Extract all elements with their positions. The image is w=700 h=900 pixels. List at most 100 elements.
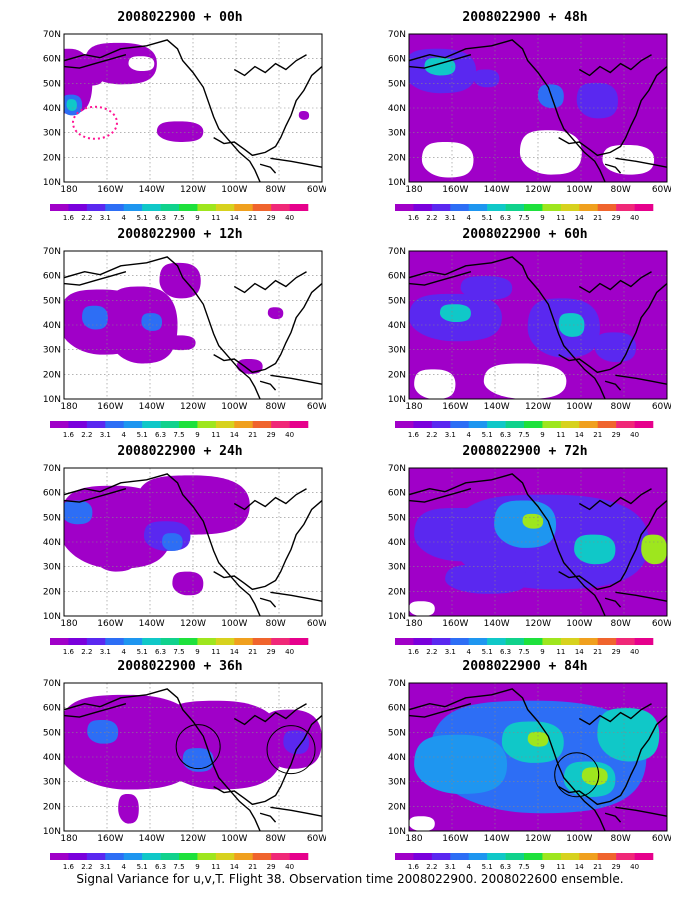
- variance-contour: [409, 601, 435, 616]
- latitude-label: 10N: [43, 612, 61, 622]
- colorbar-label: 14: [575, 863, 584, 871]
- longitude-label: 180: [405, 619, 422, 626]
- coastline: [64, 39, 261, 182]
- colorbar-label: 14: [575, 431, 584, 439]
- latitude-label: 30N: [43, 778, 61, 788]
- colorbar-label: 9: [540, 431, 544, 439]
- colorbar: 1.6 2.2 3.1 4 5.1 6.3 7.5 9 11 14 21 29 40: [50, 638, 309, 656]
- variance-contour: [597, 708, 660, 762]
- variance-contour: [128, 56, 155, 71]
- colorbar-swatch: [560, 853, 580, 860]
- colorbar-swatch: [579, 204, 599, 211]
- coastline: [615, 157, 667, 168]
- longitude-label: 160W: [442, 185, 468, 192]
- colorbar-label: 4: [466, 648, 471, 656]
- colorbar-swatch: [197, 204, 217, 211]
- variance-field: [409, 468, 667, 616]
- longitude-label: 160W: [97, 185, 123, 192]
- variance-field: [64, 251, 322, 399]
- colorbar-swatch: [597, 421, 617, 428]
- latitude-label: 60N: [43, 272, 61, 282]
- colorbar-label: 21: [248, 863, 257, 871]
- panel-24h: 2008022900 + 24h 70N 60N 50N 40N 30N 20N 10N 18…: [10, 442, 350, 658]
- colorbar-swatch: [579, 638, 599, 645]
- variance-contour: [409, 816, 435, 831]
- coastline: [270, 374, 322, 385]
- colorbar-label: 9: [195, 431, 199, 439]
- latitude-label: 30N: [43, 346, 61, 356]
- colorbar-swatch: [413, 204, 433, 211]
- coastline: [578, 488, 652, 511]
- panel-84h: 2008022900 + 84h 70N 60N 50N 40N 30N 20N 10N 18…: [355, 657, 695, 873]
- colorbar-swatch: [542, 421, 562, 428]
- coastline: [64, 688, 261, 831]
- coastline: [558, 283, 667, 374]
- latitude-label: 70N: [43, 247, 61, 257]
- colorbar-label: 4: [121, 648, 126, 656]
- variance-field: [409, 34, 667, 182]
- longitude-label: 180: [405, 185, 422, 192]
- colorbar-label: 11: [211, 431, 220, 439]
- longitude-label: 80W: [610, 834, 630, 841]
- latitude-label: 70N: [388, 247, 406, 257]
- colorbar-label: 6.3: [155, 648, 166, 656]
- panel-title: 2008022900 + 48h: [462, 10, 588, 25]
- variance-contour: [236, 359, 263, 374]
- colorbar-swatch: [505, 853, 525, 860]
- variance-contour: [118, 794, 139, 824]
- colorbar-label: 7.5: [173, 214, 184, 222]
- latitude-label: 50N: [43, 79, 61, 89]
- colorbar-label: 2.2: [81, 214, 92, 222]
- coastline: [64, 54, 127, 69]
- colorbar-label: 5.1: [482, 214, 493, 222]
- longitude-label: 180: [60, 834, 77, 841]
- coastline: [604, 163, 622, 174]
- longitude-label: 120W: [180, 185, 206, 192]
- coastline: [409, 54, 472, 69]
- latitude-label: 10N: [388, 395, 406, 405]
- colorbar-swatch: [197, 421, 217, 428]
- colorbar-swatch: [142, 421, 161, 428]
- colorbar-label: 5.1: [137, 214, 148, 222]
- latitude-label: 50N: [388, 728, 406, 738]
- colorbar-swatch: [431, 421, 451, 428]
- colorbar-label: 9: [540, 648, 544, 656]
- colorbar-label: 3.1: [445, 863, 456, 871]
- colorbar-swatch: [395, 421, 414, 428]
- colorbar-label: 5.1: [482, 431, 493, 439]
- longitude-label: 60W: [652, 185, 671, 192]
- longitude-label: 140W: [139, 402, 165, 409]
- panel-title: 2008022900 + 72h: [462, 444, 588, 459]
- longitude-label: 60W: [307, 185, 326, 192]
- colorbar-label: 40: [630, 648, 639, 656]
- latitude-label: 60N: [388, 272, 406, 282]
- latitude-label: 30N: [388, 778, 406, 788]
- latitude-label: 30N: [388, 129, 406, 139]
- coastline: [233, 271, 307, 294]
- longitude-label: 80W: [610, 402, 630, 409]
- colorbar-label: 7.5: [518, 863, 529, 871]
- colorbar-swatch: [50, 638, 69, 645]
- panel-00h: 2008022900 + 00h 70N 60N 50N 40N 30N 20N 10N 18…: [10, 8, 350, 224]
- colorbar-swatch: [431, 638, 451, 645]
- colorbar-swatch: [524, 421, 543, 428]
- colorbar-label: 11: [556, 648, 565, 656]
- colorbar-swatch: [234, 638, 254, 645]
- colorbar-label: 11: [556, 863, 565, 871]
- colorbar-label: 4: [466, 431, 471, 439]
- panel-36h: 2008022900 + 36h 70N 60N 50N 40N 30N 20N 10N 18…: [10, 657, 350, 873]
- colorbar-label: 6.3: [155, 863, 166, 871]
- latitude-label: 70N: [388, 30, 406, 40]
- colorbar-label: 11: [211, 214, 220, 222]
- colorbar-swatch: [616, 853, 635, 860]
- panel-title: 2008022900 + 00h: [117, 10, 243, 25]
- colorbar-swatch: [395, 638, 414, 645]
- longitude-label: 100W: [221, 185, 247, 192]
- colorbar-swatch: [524, 853, 543, 860]
- longitude-label: 160W: [97, 402, 123, 409]
- longitude-label: 160W: [97, 619, 123, 626]
- latitude-label: 40N: [43, 538, 61, 548]
- colorbar-label: 21: [593, 648, 602, 656]
